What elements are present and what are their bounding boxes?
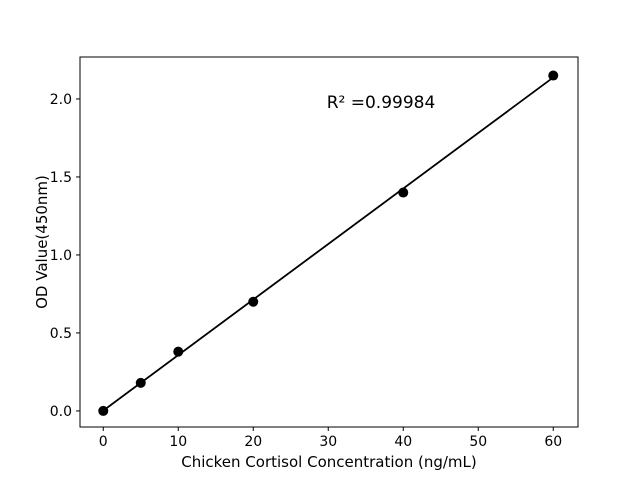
- data-point: [135, 377, 146, 388]
- y-tick-label: 0.5: [50, 326, 72, 342]
- data-point: [173, 346, 184, 357]
- x-tick-label: 0: [99, 434, 108, 450]
- x-tick-label: 20: [244, 434, 262, 450]
- y-axis-label: OD Value(450nm): [33, 175, 51, 309]
- x-tick-label: 10: [169, 434, 187, 450]
- fit-line: [102, 76, 555, 412]
- data-point: [398, 187, 409, 198]
- y-tick-label: 1.5: [50, 170, 72, 186]
- y-tick-label: 1.0: [50, 248, 72, 264]
- x-tick-label: 60: [544, 434, 562, 450]
- y-tick-label: 0.0: [50, 404, 72, 420]
- plot-frame: [79, 56, 579, 428]
- data-point: [248, 296, 259, 307]
- data-points: [98, 70, 559, 416]
- x-tick-label: 50: [469, 434, 487, 450]
- y-axis-ticks: 0.0 0.5 1.0 1.5 2.0: [50, 92, 80, 420]
- y-tick-label: 2.0: [50, 92, 72, 108]
- r-squared-annotation: R² =0.99984: [327, 93, 436, 113]
- data-point: [98, 405, 109, 416]
- x-axis-label: Chicken Cortisol Concentration (ng/mL): [181, 453, 476, 471]
- x-tick-label: 30: [319, 434, 337, 450]
- x-axis-ticks: 0 10 20 30 40 50 60: [99, 427, 562, 450]
- x-tick-label: 40: [394, 434, 412, 450]
- data-point: [548, 70, 559, 81]
